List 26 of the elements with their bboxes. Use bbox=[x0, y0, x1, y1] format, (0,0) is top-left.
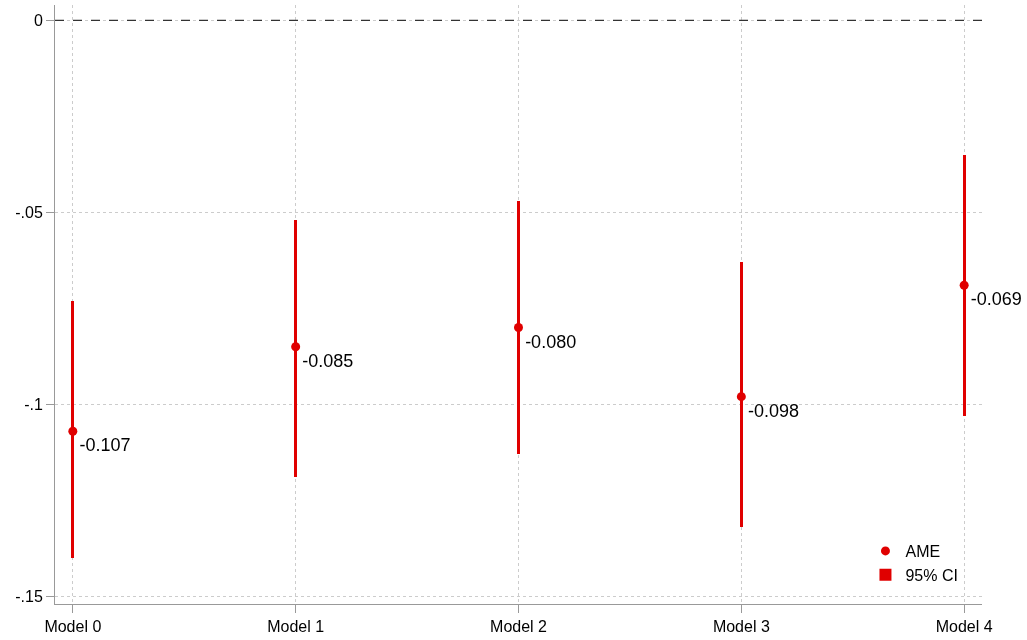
bar bbox=[740, 262, 743, 527]
data-label: -0.080 bbox=[525, 331, 577, 352]
y-tick-label: -.15 bbox=[15, 587, 43, 605]
bar bbox=[294, 220, 297, 477]
x-tick-label: Model 1 bbox=[267, 618, 325, 636]
x-tick-label: Model 2 bbox=[490, 618, 548, 636]
point bbox=[514, 323, 523, 333]
data-label: -0.098 bbox=[747, 400, 800, 421]
point bbox=[291, 342, 301, 352]
x-tick-label: Model 3 bbox=[712, 618, 770, 636]
x-tick-label: Model 0 bbox=[44, 618, 102, 636]
point bbox=[736, 392, 746, 402]
data-label: -0.069 bbox=[970, 289, 1022, 310]
point bbox=[959, 280, 969, 290]
y-tick-label: -.1 bbox=[24, 395, 43, 413]
legend-label: AME bbox=[905, 543, 941, 561]
x-tick-label: Model 4 bbox=[935, 618, 993, 636]
bar bbox=[963, 155, 966, 416]
data-label: -0.107 bbox=[79, 435, 131, 456]
point bbox=[68, 426, 78, 436]
legend-label: 95% CI bbox=[905, 566, 958, 584]
y-tick-label: -.05 bbox=[15, 203, 43, 221]
y-tick-label: 0 bbox=[33, 11, 43, 29]
bar bbox=[517, 201, 520, 454]
data-label: -0.085 bbox=[302, 350, 354, 371]
bar bbox=[71, 301, 74, 558]
